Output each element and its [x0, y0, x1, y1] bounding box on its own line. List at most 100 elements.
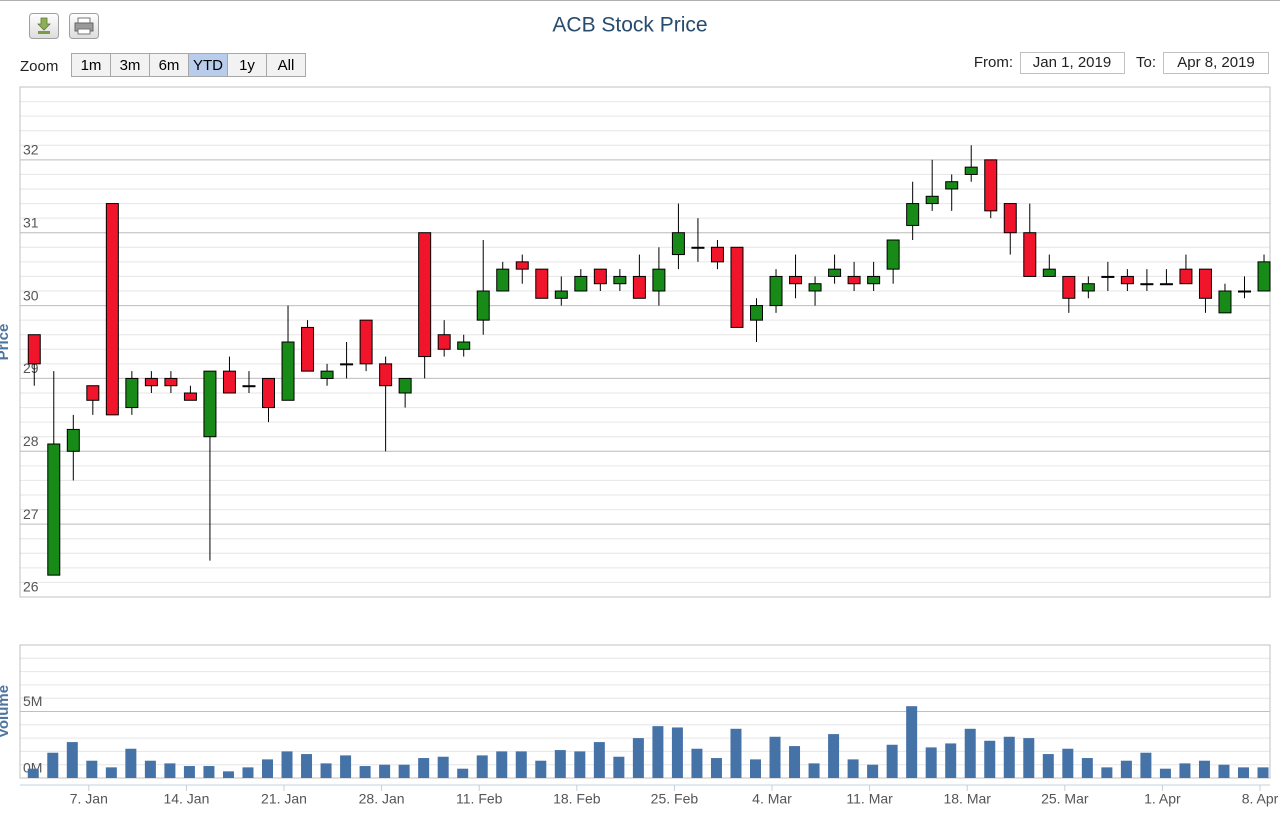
zoom-button-label[interactable]: 1m	[81, 57, 102, 74]
candle-body	[222, 370, 236, 394]
zoom-label: Zoom	[20, 58, 58, 75]
candle-body	[418, 232, 432, 358]
candle-body	[242, 385, 256, 388]
volume-bar	[1140, 752, 1152, 778]
candle-body	[613, 275, 627, 285]
candle-body	[144, 377, 158, 387]
y-tick-label: 31	[23, 214, 39, 230]
zoom-button-label[interactable]: 3m	[120, 57, 141, 74]
volume-bar	[437, 756, 449, 778]
volume-bar	[1023, 738, 1035, 778]
volume-bar	[125, 748, 137, 778]
volume-bar	[242, 767, 254, 778]
volume-bar	[632, 738, 644, 778]
volume-bar	[535, 760, 547, 778]
volume-bar	[222, 771, 234, 778]
zoom-button-label[interactable]: All	[278, 57, 295, 74]
x-tick-label: 18. Mar	[943, 791, 991, 807]
candle-body	[281, 341, 295, 401]
zoom-buttons: 1m 3m 6m YTD 1y All	[71, 53, 306, 77]
candle-body	[652, 268, 666, 292]
volume-bar	[808, 763, 820, 778]
candle-body	[789, 275, 803, 285]
volume-bar	[515, 751, 527, 778]
chart-title: ACB Stock Price	[552, 14, 707, 37]
candle-body	[1140, 283, 1154, 286]
volume-bar	[554, 750, 566, 778]
candle-body	[340, 363, 354, 366]
x-tick-label: 25. Feb	[651, 791, 699, 807]
volume-bar	[476, 755, 488, 778]
volume-bar	[1062, 748, 1074, 778]
candle-body	[867, 275, 881, 285]
candle-body	[105, 203, 119, 416]
volume-bar	[379, 764, 391, 778]
volume-bar	[496, 751, 508, 778]
volume-bar	[1179, 763, 1191, 778]
candle-body	[769, 275, 783, 307]
volume-bar	[203, 766, 215, 778]
candle-body	[203, 370, 217, 438]
volume-bar	[730, 728, 742, 778]
to-date[interactable]: Apr 8, 2019	[1177, 54, 1255, 71]
volume-bar	[1238, 767, 1249, 778]
candle-body	[398, 377, 412, 394]
volume-bar	[301, 754, 313, 778]
volume-bar	[86, 760, 98, 778]
volume-bar	[593, 742, 605, 778]
volume-bar	[964, 728, 976, 778]
candle-body	[320, 370, 334, 379]
candle-body	[593, 268, 607, 285]
x-tick-label: 28. Jan	[359, 791, 405, 807]
candle-body	[1179, 268, 1193, 285]
candle-body	[750, 305, 763, 321]
volume-bar	[340, 755, 352, 778]
candle-body	[1081, 283, 1095, 292]
from-date[interactable]: Jan 1, 2019	[1033, 54, 1111, 71]
candle-body	[671, 232, 685, 256]
candle-body	[379, 363, 393, 387]
candle-body	[1042, 268, 1056, 277]
volume-bar	[1003, 736, 1015, 778]
x-tick-label: 7. Jan	[70, 791, 108, 807]
zoom-button-label[interactable]: 6m	[159, 57, 180, 74]
candle-body	[1159, 283, 1173, 286]
volume-bar	[281, 751, 293, 778]
volume-bar	[691, 748, 703, 778]
candle-body	[301, 326, 315, 372]
candle-body	[496, 268, 510, 292]
zoom-button-label[interactable]: YTD	[193, 57, 223, 74]
volume-bar	[574, 751, 586, 778]
volume-bar	[671, 727, 683, 778]
zoom-button-label[interactable]: 1y	[239, 57, 255, 74]
candle-body	[730, 246, 744, 328]
candle-body	[808, 283, 822, 292]
volume-bar	[847, 759, 859, 778]
candle-body	[554, 290, 568, 299]
volume-bar	[925, 747, 937, 778]
from-input[interactable]: Jan 1, 2019	[1020, 52, 1125, 74]
candle-body	[1023, 232, 1037, 277]
to-input[interactable]: Apr 8, 2019	[1163, 52, 1269, 74]
export-button[interactable]	[29, 13, 59, 39]
candle-body	[27, 334, 41, 365]
volume-bar	[418, 758, 430, 778]
y-tick-label: 27	[23, 506, 39, 522]
y-tick-label: 28	[23, 433, 39, 449]
volume-bar	[984, 740, 996, 778]
volume-bar	[164, 763, 176, 778]
candle-body	[66, 428, 80, 452]
x-tick-label: 14. Jan	[163, 791, 209, 807]
from-label: From:	[974, 54, 1013, 71]
volume-bar	[47, 752, 59, 778]
volume-bar	[398, 764, 410, 778]
candle-body	[1101, 275, 1115, 278]
print-button[interactable]	[69, 13, 99, 39]
to-label: To:	[1136, 54, 1156, 71]
candle-body	[1257, 261, 1271, 292]
candle-body	[476, 290, 490, 321]
volume-bar	[27, 768, 39, 778]
zoom-button[interactable]	[266, 53, 306, 77]
